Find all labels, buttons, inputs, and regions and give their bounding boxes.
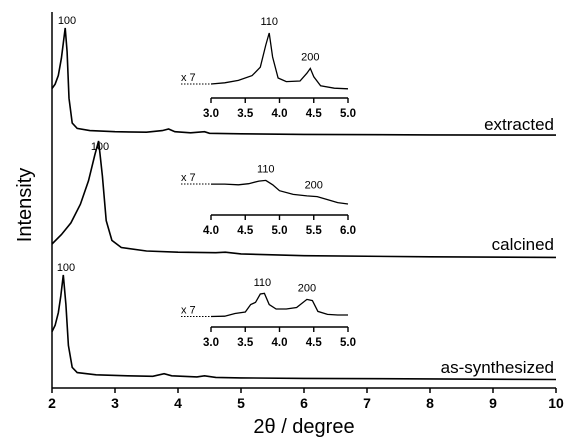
inset-as-synthesized: x 7 110 200 3.0 3.5 4.0 4.5 5.0 [181,277,356,349]
axes: 2 3 4 5 6 7 8 9 10 [48,12,564,411]
inset-pattern-line [210,292,348,318]
magnification-label: x 7 [181,72,196,84]
x-tick-label: 4 [174,395,182,411]
inset-pattern-line [210,32,349,90]
peak-label-100: 100 [58,15,76,27]
inset-x-tick-label: 5.0 [340,337,356,349]
inset-peak-label: 200 [301,51,319,63]
series-name-label: calcined [492,235,554,254]
inset-x-tick-label: 3.5 [237,108,254,120]
trace-extracted: 100 extracted x 7 110 200 3.0 3.5 4.0 4.5 5.0 [51,15,557,136]
inset-peak-label: 200 [305,180,323,192]
inset-x-tick-label: 4.0 [272,337,288,349]
x-tick-label: 8 [426,395,434,411]
x-tick-label: 6 [300,395,308,411]
inset-x-tick-label: 4.0 [203,225,219,237]
magnification-label: x 7 [181,172,196,184]
y-axis-label: Intensity [14,168,36,242]
pattern-line [51,27,557,136]
inset-x-tick-label: 4.5 [306,337,323,349]
pattern-line [51,274,557,381]
inset-x-tick-label: 6.0 [340,225,356,237]
magnification-label: x 7 [181,305,196,317]
inset-peak-label: 200 [298,282,316,294]
x-axis-label: 2θ / degree [253,416,354,438]
inset-peak-label: 110 [257,163,275,175]
inset-x-tick-label: 4.5 [306,108,323,120]
inset-x-tick-label: 4.0 [272,108,288,120]
pattern-line [51,140,557,259]
inset-x-tick-label: 5.0 [340,108,356,120]
series-name-label: as-synthesized [441,358,554,377]
inset-x-tick-label: 3.0 [203,108,219,120]
x-tick-label: 7 [363,395,371,411]
trace-as-synthesized: 100 as-synthesized x 7 110 200 3.0 3.5 4.0 4.5 5.… [51,262,557,381]
trace-calcined: 100 calcined x 7 110 200 4.0 4.5 5.0 5.5 6.0 [51,140,557,259]
inset-x-tick-label: 3.0 [203,337,219,349]
inset-peak-label: 110 [254,277,272,289]
inset-x-tick-label: 5.5 [306,225,323,237]
inset-extracted: x 7 110 200 3.0 3.5 4.0 4.5 5.0 [181,16,356,120]
inset-x-tick-label: 3.5 [237,337,254,349]
x-tick-label: 3 [111,395,119,411]
peak-label-100: 100 [57,262,75,274]
inset-x-tick-label: 5.0 [272,225,288,237]
peak-label-100: 100 [91,141,109,153]
inset-pattern-line [211,179,349,205]
inset-peak-label: 110 [260,16,278,28]
x-tick-label: 10 [548,395,564,411]
inset-calcined: x 7 110 200 4.0 4.5 5.0 5.5 6.0 [181,163,356,237]
plot-area: 100 extracted x 7 110 200 3.0 3.5 4.0 4.5 5.0 100 c… [51,15,557,381]
inset-x-tick-label: 4.5 [237,225,254,237]
x-tick-label: 9 [489,395,497,411]
x-tick-label: 2 [48,395,56,411]
series-name-label: extracted [484,115,554,134]
x-tick-label: 5 [237,395,245,411]
